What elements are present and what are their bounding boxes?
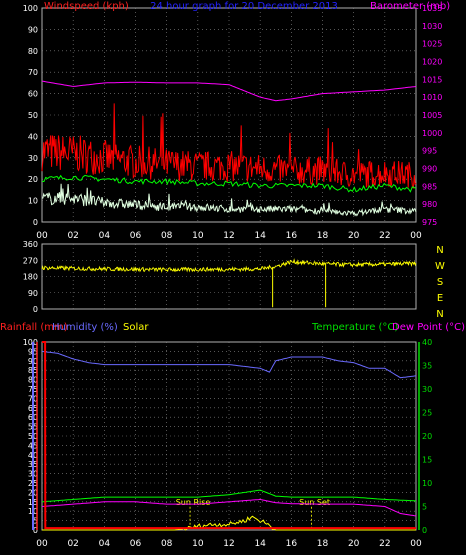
y-tick-label: 100 [23,338,38,347]
y-tick-label: 60 [28,90,38,99]
y-tick-label: 80 [28,47,38,56]
compass-label: S [437,277,443,288]
right-tick-label: 5 [422,503,427,512]
series-line [41,183,417,217]
x-tick-label: 02 [67,231,78,241]
chart-title: 24 hour graph for 20 December 2013 [150,1,338,12]
series-line [41,174,417,193]
right-tick-label: 975 [422,218,437,227]
x-tick-label: 16 [286,231,298,241]
right-tick-label: 1020 [422,58,442,67]
y-tick-label: 100 [23,4,38,13]
x-tick-label: 04 [99,539,111,549]
x-tick-label: 20 [348,539,360,549]
y-tick-label: 30 [28,154,38,163]
series-line [41,350,417,379]
right-tick-label: 1005 [422,111,442,120]
x-tick-label: 06 [130,231,142,241]
x-tick-label: 18 [317,539,329,549]
x-tick-label: 22 [379,231,390,241]
y-tick-label: 360 [23,240,38,249]
y-tick-label: 10 [28,197,38,206]
x-tick-label: 16 [286,539,298,549]
series-line [41,498,417,517]
x-tick-label: 00 [410,539,422,549]
compass-label: W [435,261,445,272]
y-tick-label: 270 [23,256,38,265]
x-tick-label: 18 [317,231,329,241]
right-tick-label: 1010 [422,93,442,102]
right-tick-label: 985 [422,182,437,191]
x-tick-label: 02 [67,539,78,549]
x-tick-label: 22 [379,539,390,549]
right-tick-label: 40 [422,338,432,347]
panel-2: 0 90 180 270 360 [23,240,417,314]
right-axis-label: Dew Point (°C) [392,322,465,333]
panel-3: 0002040608101214161820220005101520253035… [23,338,432,549]
y-tick-label: 50 [28,111,38,120]
x-tick-label: 00 [36,539,48,549]
right-tick-label: 1000 [422,129,442,138]
y-tick-label: 90 [28,25,38,34]
x-tick-label: 12 [223,539,234,549]
x-tick-label: 06 [130,539,142,549]
y-tick-label: 70 [28,68,38,77]
left-axis-label: Windspeed (kph) [44,1,129,12]
series-line [42,515,416,531]
x-tick-label: 00 [410,231,422,241]
left-axis-label: Solar [123,322,149,333]
y-tick-label: 20 [28,175,38,184]
x-tick-label: 20 [348,231,360,241]
x-tick-label: 12 [223,231,234,241]
sun-annotation: Sun Rise [176,498,211,507]
series-line [41,80,417,102]
panel-1: 00 02 04 06 08 10 12 14 16 18 20 22 0001020304050607… [23,4,443,241]
right-tick-label: 1025 [422,40,442,49]
right-tick-label: 1015 [422,75,442,84]
right-axis-label: Barometer (mb) [370,1,450,12]
wind-direction-line [41,258,417,273]
right-tick-label: 10 [422,479,432,488]
right-tick-label: 995 [422,147,437,156]
right-tick-label: 25 [422,409,432,418]
right-tick-label: 20 [422,432,432,441]
right-axis-label: Temperature (°C) [311,322,398,333]
right-tick-label: 15 [422,456,432,465]
y-tick-label: 180 [23,273,38,282]
right-tick-label: 1030 [422,22,442,31]
y-tick-label: 90 [28,289,38,298]
right-tick-label: 30 [422,385,432,394]
left-axis-label: Humidity (%) [52,322,118,333]
x-tick-label: 00 [36,231,48,241]
x-tick-label: 10 [192,231,204,241]
x-tick-label: 14 [254,231,266,241]
x-tick-label: 04 [99,231,111,241]
compass-label: N [436,309,443,320]
x-tick-label: 08 [161,231,173,241]
y-tick-label: 5 [33,517,38,526]
right-tick-label: 990 [422,165,437,174]
rainfall-line [42,341,416,530]
sun-annotation: Sun Set [299,498,330,507]
right-tick-label: 35 [422,362,432,371]
y-tick-label: 40 [28,132,38,141]
y-tick-label: 0 [33,218,38,227]
series-line [41,489,417,503]
x-tick-label: 10 [192,539,204,549]
right-tick-label: 980 [422,200,437,209]
x-tick-label: 08 [161,539,173,549]
right-tick-label: 1035 [422,4,442,13]
right-tick-label: 0 [422,526,427,535]
left-axis-label: Rainfall (mm) [0,322,68,333]
compass-label: E [437,293,443,304]
x-tick-label: 14 [254,539,266,549]
y-tick-label: 0 [33,526,38,535]
series-line [41,103,417,189]
compass-label: N [436,245,443,256]
y-tick-label: 0 [33,305,38,314]
